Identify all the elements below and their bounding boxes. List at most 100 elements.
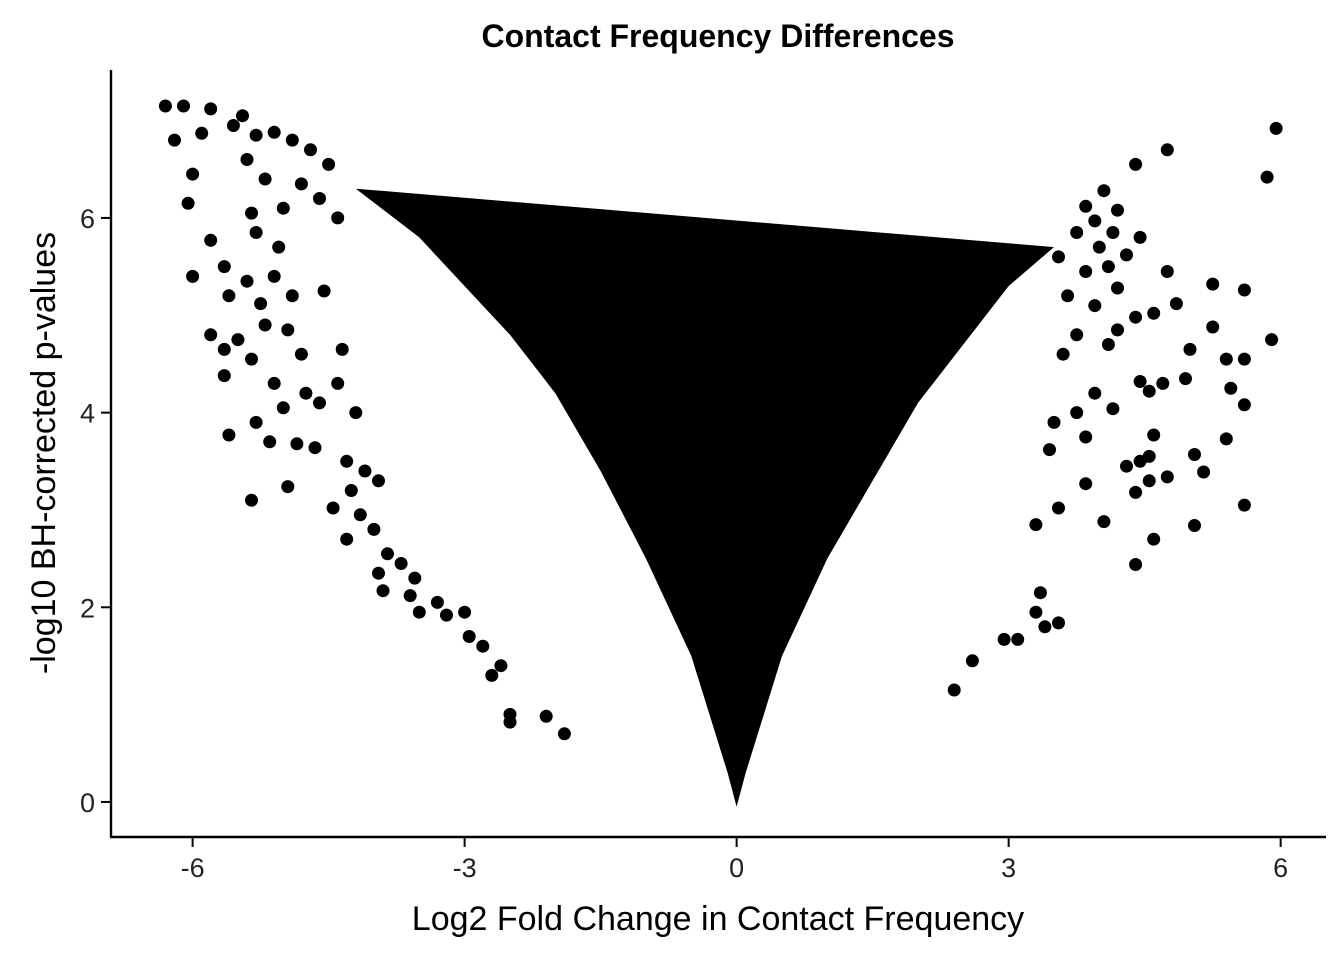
data-point — [1197, 465, 1211, 479]
data-point — [299, 386, 313, 400]
dense-point-cloud — [355, 188, 1054, 807]
data-point — [1147, 306, 1161, 320]
data-point — [177, 99, 190, 113]
y-tick-label: 4 — [80, 399, 95, 429]
data-point — [1219, 432, 1233, 446]
data-point — [965, 654, 979, 668]
x-axis-ticks: -6 -3 0 3 6 — [181, 837, 1288, 883]
data-point — [1188, 448, 1201, 461]
data-point — [1224, 381, 1238, 395]
data-point — [1052, 501, 1065, 515]
data-point — [1133, 230, 1147, 244]
data-point — [1088, 386, 1102, 400]
data-point — [245, 352, 258, 366]
data-point — [557, 727, 571, 741]
data-point — [204, 328, 218, 342]
data-point — [231, 333, 245, 347]
data-point — [290, 437, 304, 451]
data-point — [1142, 474, 1156, 488]
data-point — [267, 269, 281, 283]
data-point — [1111, 281, 1124, 295]
data-point — [1079, 199, 1093, 213]
data-point — [281, 323, 295, 337]
data-point — [539, 709, 553, 723]
data-point — [1120, 248, 1133, 262]
data-point — [440, 608, 453, 622]
data-point — [245, 206, 258, 220]
data-point — [394, 557, 408, 570]
data-point — [1120, 459, 1133, 473]
data-point — [1237, 352, 1251, 366]
x-axis-label: Log2 Fold Change in Contact Frequency — [412, 900, 1024, 938]
data-point — [1079, 265, 1093, 278]
data-point — [412, 605, 426, 619]
data-point — [281, 480, 295, 494]
data-point — [1088, 299, 1102, 313]
data-point — [1111, 323, 1124, 337]
data-point — [372, 474, 385, 488]
data-point — [1160, 143, 1174, 157]
data-point — [1070, 226, 1084, 239]
y-tick-label: 2 — [80, 593, 95, 623]
data-point — [308, 441, 322, 455]
data-point — [236, 109, 249, 123]
data-point — [458, 605, 472, 619]
y-tick-label: 0 — [80, 788, 95, 818]
data-point — [294, 347, 308, 361]
data-point — [1147, 532, 1161, 546]
plot-area — [158, 99, 1283, 807]
data-point — [947, 683, 961, 697]
data-point — [1088, 214, 1102, 228]
data-point — [1133, 454, 1147, 468]
data-point — [1011, 632, 1025, 646]
data-point — [304, 143, 317, 157]
data-point — [1061, 289, 1075, 303]
data-point — [222, 428, 236, 442]
data-point — [263, 435, 277, 449]
data-point — [381, 547, 394, 561]
x-tick-label: -3 — [453, 853, 477, 883]
data-point — [258, 172, 272, 186]
data-point — [335, 342, 349, 356]
data-point — [340, 532, 354, 546]
data-point — [186, 269, 200, 283]
data-point — [1269, 121, 1283, 135]
y-tick-label: 6 — [80, 204, 95, 234]
data-point — [1160, 470, 1174, 484]
data-point — [1052, 250, 1065, 264]
data-point — [1156, 376, 1170, 390]
chart-title: Contact Frequency Differences — [481, 18, 954, 54]
data-point — [204, 102, 218, 116]
x-tick-label: 3 — [1001, 853, 1016, 883]
scatter-points — [158, 99, 1283, 741]
data-point — [340, 454, 354, 468]
data-point — [204, 233, 218, 247]
data-point — [1052, 616, 1065, 630]
data-point — [1047, 415, 1061, 429]
data-point — [1206, 320, 1220, 334]
data-point — [344, 484, 358, 497]
data-point — [1237, 498, 1251, 512]
data-point — [349, 406, 363, 420]
data-point — [272, 240, 286, 254]
data-point — [181, 196, 195, 210]
data-point — [240, 274, 254, 288]
data-point — [331, 211, 345, 225]
data-point — [1033, 586, 1047, 600]
data-point — [313, 396, 326, 410]
data-point — [285, 289, 299, 303]
data-point — [276, 201, 290, 215]
data-point — [249, 415, 263, 429]
data-point — [222, 289, 236, 303]
data-point — [186, 167, 200, 181]
data-point — [1129, 310, 1143, 324]
data-point — [1133, 375, 1147, 388]
data-point — [1079, 430, 1093, 444]
data-point — [1029, 605, 1043, 619]
data-point — [240, 153, 254, 166]
data-point — [1129, 157, 1143, 171]
data-point — [1092, 240, 1106, 254]
data-point — [1070, 328, 1084, 342]
data-point — [1106, 226, 1120, 239]
data-point — [1142, 384, 1156, 398]
